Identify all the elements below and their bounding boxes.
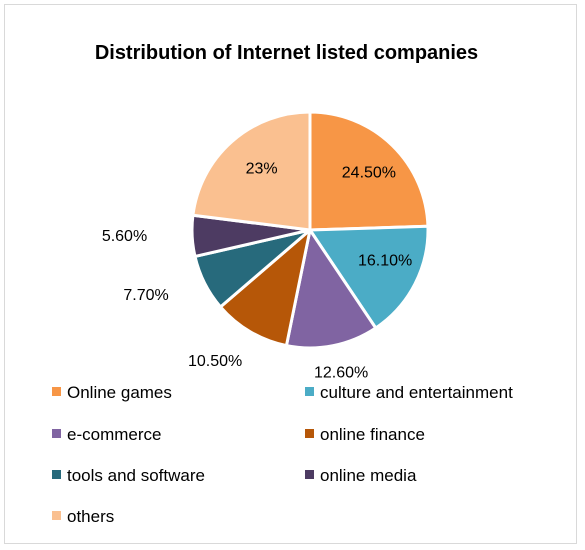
- legend-label: online media: [320, 466, 417, 485]
- data-label-culture-and-entertainment: 16.10%: [358, 253, 412, 270]
- data-label-online-games: 24.50%: [342, 165, 396, 182]
- legend-item-tools-and-software: tools and software: [52, 466, 205, 486]
- legend-item-e-commerce: e-commerce: [52, 425, 161, 445]
- legend-label: tools and software: [67, 466, 205, 485]
- pie-data-labels: 24.50% 16.10% 12.60% 10.50% 7.70% 5.60% 23%: [102, 160, 412, 381]
- legend-swatch: [305, 429, 314, 439]
- legend-label: others: [67, 507, 115, 526]
- data-label-e-commerce: 12.60%: [314, 365, 368, 382]
- legend-swatch: [52, 470, 61, 480]
- legend-item-culture-and-entertainment: culture and entertainment: [305, 383, 513, 403]
- legend-label: e-commerce: [67, 425, 162, 444]
- legend-swatch: [305, 387, 314, 397]
- data-label-tools-and-software: 7.70%: [123, 287, 168, 304]
- legend-label: online finance: [320, 425, 425, 444]
- legend-swatch: [305, 470, 314, 480]
- data-label-online-media: 5.60%: [102, 228, 147, 245]
- legend-item-online-finance: online finance: [305, 425, 425, 445]
- legend-swatch: [52, 387, 61, 397]
- legend-item-others: others: [52, 507, 114, 527]
- pie-slice-others: [191, 110, 312, 232]
- legend-item-online-games: Online games: [52, 383, 172, 403]
- pie-slice-online-games: [308, 110, 430, 232]
- pie-slice-e-commerce: [284, 228, 378, 350]
- legend-item-online-media: online media: [305, 466, 416, 486]
- chart-title: Distribution of Internet listed companie…: [94, 42, 479, 64]
- legend-label: culture and entertainment: [320, 383, 513, 402]
- pie-slices: [190, 110, 430, 350]
- legend-swatch: [52, 511, 61, 521]
- legend-swatch: [52, 429, 61, 439]
- pie-slice-culture-and-entertainment: [308, 224, 430, 330]
- pie-slice-online-finance: [219, 228, 312, 348]
- data-label-others: 23%: [246, 160, 278, 177]
- legend-label: Online games: [67, 383, 172, 402]
- data-label-online-finance: 10.50%: [188, 353, 242, 370]
